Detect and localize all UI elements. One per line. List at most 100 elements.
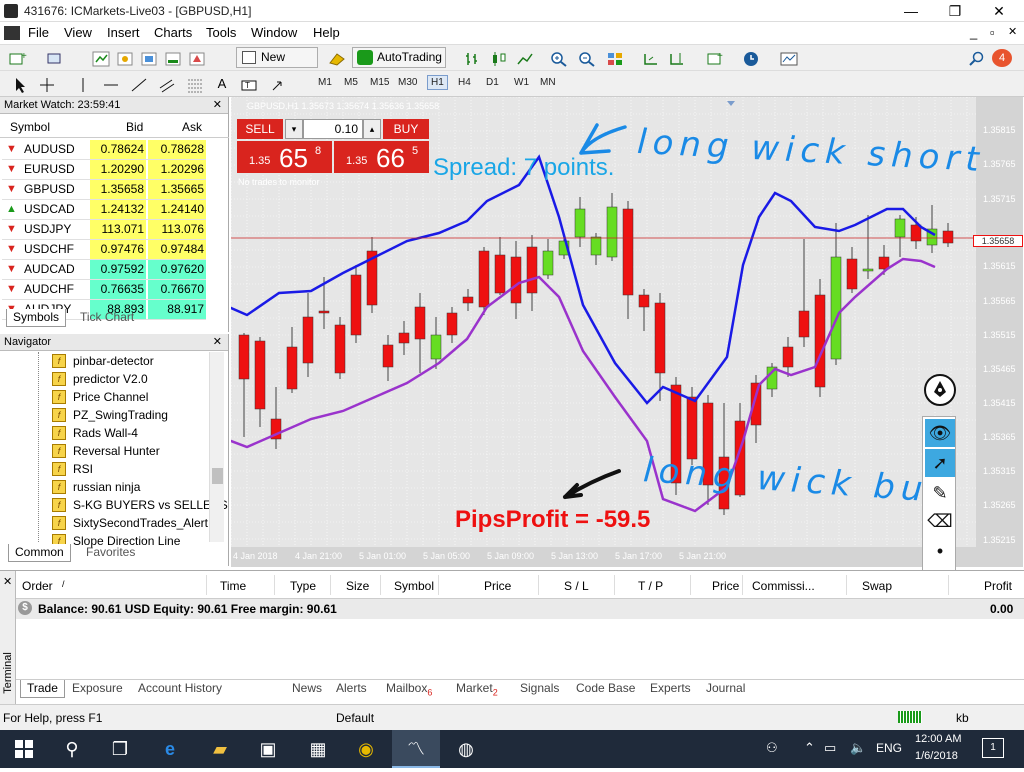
column-header[interactable]: T / P <box>638 579 664 593</box>
tf-mn[interactable]: MN <box>540 77 556 88</box>
column-header[interactable]: Profit <box>984 579 1013 593</box>
col-ask[interactable]: Ask <box>182 120 203 134</box>
vertical-line-icon[interactable] <box>72 75 92 93</box>
col-symbol[interactable]: Symbol <box>10 120 51 134</box>
metaeditor-icon[interactable] <box>326 49 346 67</box>
navigator-item[interactable]: f Reversal Hunter <box>52 442 160 460</box>
market-watch-icon[interactable] <box>90 49 110 67</box>
sell-button[interactable]: SELL <box>237 119 283 139</box>
column-header[interactable]: Size <box>346 579 370 593</box>
navigator-item[interactable]: f PZ_SwingTrading <box>52 406 168 424</box>
tab-exposure[interactable]: Exposure <box>66 680 129 698</box>
terminal-icon[interactable] <box>162 49 182 67</box>
scrollbar-thumb[interactable] <box>212 468 223 484</box>
horizontal-line-icon[interactable] <box>100 75 120 93</box>
column-header[interactable]: Price <box>484 579 512 593</box>
tab-trade[interactable]: Trade <box>20 680 65 698</box>
tab-news[interactable]: News <box>286 680 328 698</box>
chrome-icon[interactable]: ◉ <box>358 739 374 759</box>
market-watch-row[interactable]: ▼ AUDCAD 0.97592 0.97620 <box>2 260 206 280</box>
column-header[interactable]: Swap <box>862 579 893 593</box>
action-center-icon[interactable]: 1 <box>982 738 1004 758</box>
calculator-icon[interactable]: ▦ <box>309 739 327 759</box>
column-header[interactable]: / <box>62 579 65 589</box>
menu-window[interactable]: Window <box>251 25 298 40</box>
start-icon[interactable] <box>0 730 48 768</box>
tab-signals[interactable]: Signals <box>514 680 565 698</box>
tab-tick-chart[interactable]: Tick Chart <box>80 310 135 324</box>
close-icon[interactable]: ✕ <box>3 576 13 588</box>
column-header[interactable]: Price <box>712 579 740 593</box>
tab-symbols[interactable]: Symbols <box>6 309 67 327</box>
column-header[interactable]: Symbol <box>394 579 435 593</box>
dot-icon[interactable]: • <box>936 541 944 561</box>
task-view-icon[interactable]: ❐ <box>111 739 129 759</box>
pointer-icon[interactable]: ➚ <box>925 449 955 477</box>
data-window-icon[interactable] <box>114 49 134 67</box>
lot-down-button[interactable]: ▾ <box>285 119 303 139</box>
pen-app-icon[interactable]: ◍ <box>458 739 474 759</box>
menu-view[interactable]: View <box>64 25 92 40</box>
bar-chart-icon[interactable] <box>462 49 482 67</box>
search-icon[interactable] <box>966 49 986 67</box>
search-icon[interactable]: ⚲ <box>65 739 79 759</box>
navigator-item[interactable]: f predictor V2.0 <box>52 370 148 388</box>
menu-charts[interactable]: Charts <box>154 25 193 40</box>
tab-mailbox[interactable]: Mailbox6 <box>380 680 438 698</box>
tf-m30[interactable]: M30 <box>398 77 418 88</box>
tab-alerts[interactable]: Alerts <box>330 680 373 698</box>
navigator-item[interactable]: f Price Channel <box>52 388 148 406</box>
tile-windows-icon[interactable] <box>604 49 624 67</box>
lot-up-button[interactable]: ▴ <box>363 119 381 139</box>
menu-file[interactable]: File <box>28 25 49 40</box>
file-explorer-icon[interactable]: ▰ <box>213 739 227 759</box>
zoom-in-icon[interactable] <box>548 49 568 67</box>
navigator-scrollbar[interactable] <box>209 352 224 542</box>
close-button[interactable]: ✕ <box>993 3 1005 19</box>
sell-price[interactable]: 1.35 65 8 <box>237 141 332 173</box>
close-icon[interactable]: ✕ <box>212 99 222 111</box>
tab-journal[interactable]: Journal <box>700 680 751 698</box>
tab-common[interactable]: Common <box>8 544 71 562</box>
crosshair-icon[interactable] <box>36 75 56 93</box>
periods-icon[interactable] <box>740 49 760 67</box>
auto-scroll-icon[interactable] <box>640 49 660 67</box>
navigator-item[interactable]: f S-KG BUYERS vs SELLERS <box>52 496 228 514</box>
profiles-icon[interactable] <box>44 49 64 67</box>
navigator-item[interactable]: f Rads Wall-4 <box>52 424 138 442</box>
tf-m15[interactable]: M15 <box>370 77 390 88</box>
navigator-item[interactable]: f RSI <box>52 460 93 478</box>
market-watch-row[interactable]: ▼ USDJPY 113.071 113.076 <box>2 220 206 240</box>
clock-date[interactable]: 1/6/2018 <box>915 750 958 762</box>
tab-market[interactable]: Market2 <box>450 680 504 698</box>
network-icon[interactable]: ▭ <box>824 740 837 755</box>
tf-w1[interactable]: W1 <box>514 77 529 88</box>
highlighter-icon[interactable]: ✎ <box>932 483 948 503</box>
tf-m1[interactable]: M1 <box>318 77 332 88</box>
eraser-icon[interactable]: ⌫ <box>927 511 953 531</box>
indicators-icon[interactable]: + <box>704 49 724 67</box>
maximize-button[interactable]: ❐ <box>948 3 962 19</box>
menu-insert[interactable]: Insert <box>107 25 140 40</box>
column-header[interactable]: Order <box>22 579 53 593</box>
zoom-out-icon[interactable] <box>576 49 596 67</box>
language-indicator[interactable]: ENG <box>876 741 903 755</box>
templates-icon[interactable] <box>778 49 798 67</box>
tf-d1[interactable]: D1 <box>486 77 499 88</box>
autotrading-button[interactable]: AutoTrading <box>352 47 446 68</box>
buy-button[interactable]: BUY <box>383 119 429 139</box>
new-order-button[interactable]: New Order <box>236 47 318 83</box>
line-chart-icon[interactable] <box>514 49 534 67</box>
market-watch-row[interactable]: ▼ EURUSD 1.20290 1.20296 <box>2 160 206 180</box>
market-watch-row[interactable]: ▼ AUDUSD 0.78624 0.78628 <box>2 140 206 160</box>
buy-price[interactable]: 1.35 66 5 <box>334 141 429 173</box>
tab-code-base[interactable]: Code Base <box>570 680 641 698</box>
pen-tool-icon[interactable] <box>924 374 956 406</box>
tray-expand-icon[interactable]: ⌃ <box>804 740 815 755</box>
close-icon[interactable]: ✕ <box>212 336 222 348</box>
fibonacci-icon[interactable] <box>184 75 204 93</box>
lot-size-input[interactable]: 0.10 <box>303 119 363 139</box>
balance-row[interactable]: $ Balance: 90.61 USD Equity: 90.61 Free … <box>16 599 1024 619</box>
menu-help[interactable]: Help <box>313 25 340 40</box>
app-icon[interactable]: ▣ <box>259 739 277 759</box>
